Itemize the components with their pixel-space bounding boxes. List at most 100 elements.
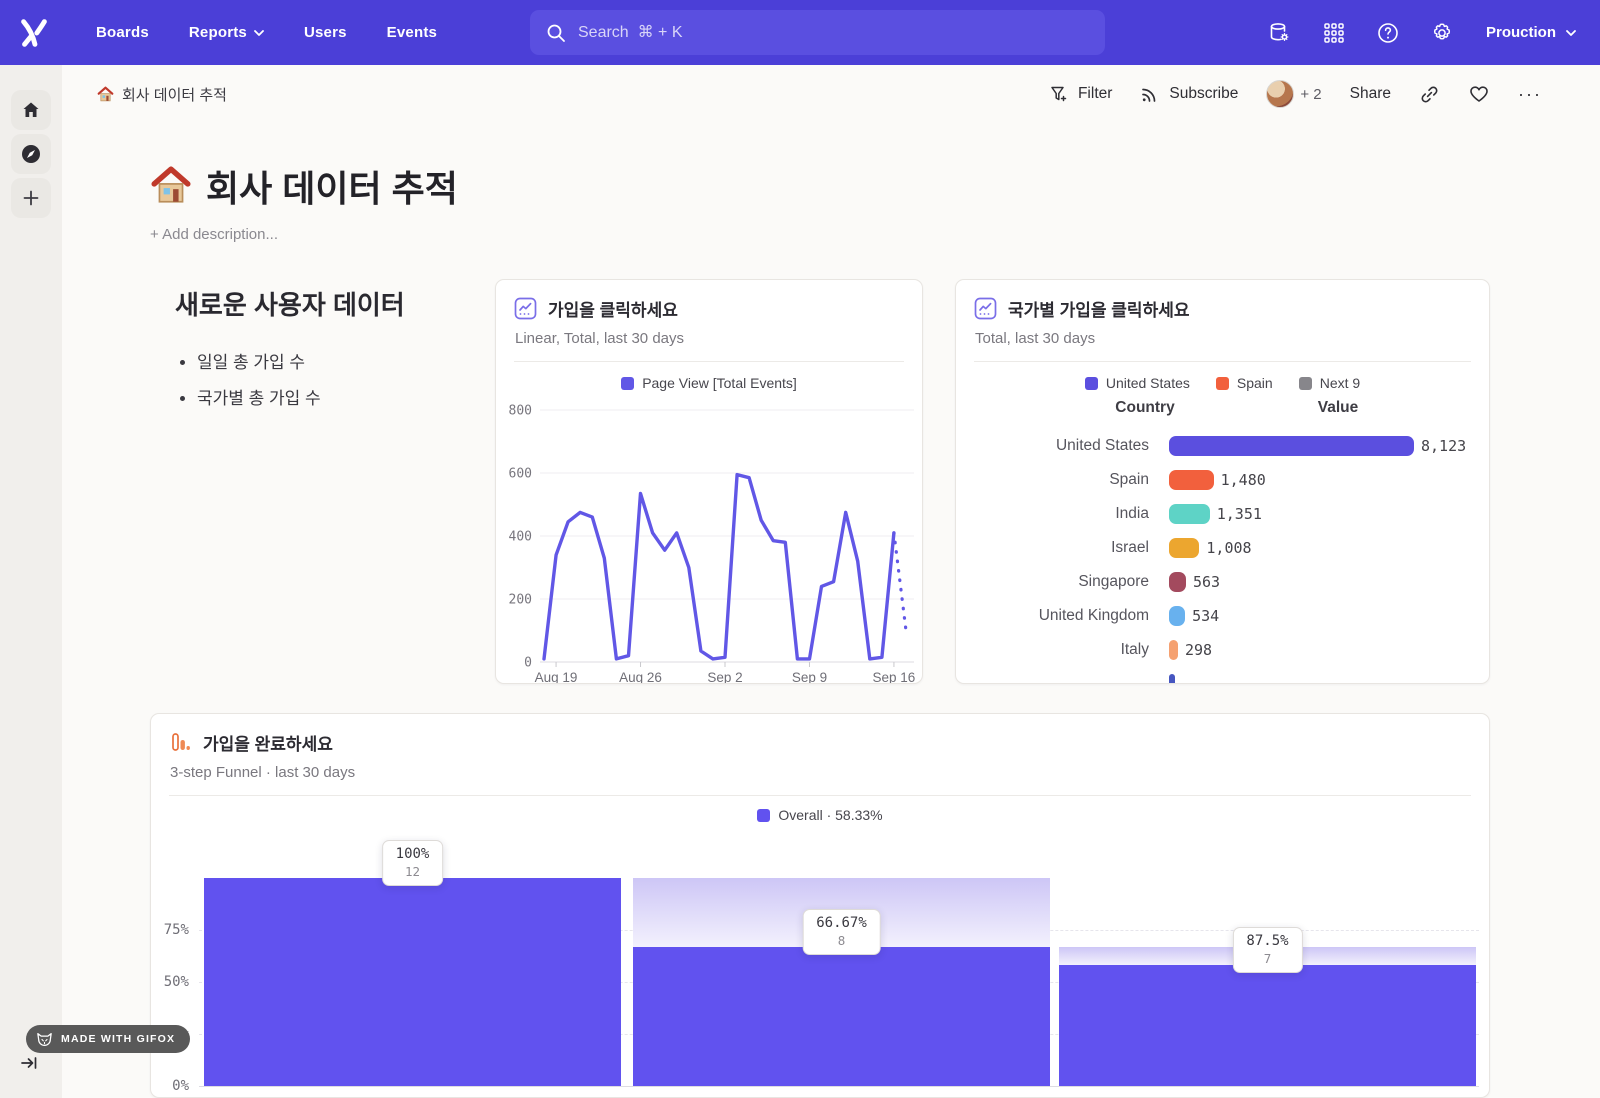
- y-axis-tick: 50%: [163, 974, 189, 990]
- mixpanel-logo-icon: [21, 18, 47, 47]
- nav-item-reports[interactable]: Reports: [173, 14, 280, 51]
- bar-pill: [1169, 572, 1186, 592]
- settings-button[interactable]: [1420, 11, 1464, 55]
- mixpanel-logo[interactable]: [12, 11, 56, 55]
- bar-pill: [1169, 470, 1214, 490]
- filter-label: Filter: [1077, 85, 1113, 102]
- bar-row-value: 8,123: [1421, 437, 1467, 455]
- y-axis-tick: 400: [509, 530, 532, 545]
- line-series: [542, 472, 896, 661]
- funnel-chart-card[interactable]: 가입을 완료하세요 3-step Funnel · last 30 days O…: [150, 713, 1490, 1098]
- bar-row-country: Italy: [1120, 641, 1149, 658]
- page-title-text: 회사 데이터 추적: [206, 168, 458, 209]
- x-axis-tick: Sep 16: [873, 670, 916, 684]
- bar-pill: [1169, 504, 1210, 524]
- divider: [514, 361, 904, 362]
- bar-chart-card[interactable]: 국가별 가입을 클릭하세요 Total, last 30 days United…: [955, 279, 1490, 684]
- line-chart-icon: [514, 297, 537, 320]
- legend-item[interactable]: United States: [1084, 375, 1190, 391]
- compass-icon: [22, 145, 40, 163]
- help-button[interactable]: [1366, 11, 1410, 55]
- board-toolbar: 회사 데이터 추적 Filter Subscribe + 2 Share: [62, 65, 1600, 123]
- project-name: Prouction: [1486, 24, 1556, 41]
- bar-row[interactable]: Singapore 563: [956, 565, 1489, 599]
- search-input[interactable]: [578, 23, 1058, 42]
- text-block: 새로운 사용자 데이터 일일 총 가입 수 국가별 총 가입 수: [175, 285, 475, 420]
- bar-row[interactable]: United Kingdom 534: [956, 599, 1489, 633]
- project-switcher[interactable]: Prouction: [1474, 16, 1588, 49]
- bar-row-value: 1,480: [1220, 471, 1266, 489]
- expand-sidebar-button[interactable]: [20, 1054, 38, 1072]
- breadcrumb[interactable]: 회사 데이터 추적: [97, 84, 227, 105]
- expand-sidebar-icon: [21, 1057, 37, 1069]
- line-chart-card[interactable]: 가입을 클릭하세요 Linear, Total, last 30 days Pa…: [495, 279, 923, 684]
- legend-item[interactable]: Page View [Total Events]: [621, 375, 797, 391]
- card-title[interactable]: 국가별 가입을 클릭하세요: [1008, 301, 1190, 320]
- favorite-button[interactable]: [1468, 83, 1490, 105]
- x-axis-tick: Sep 9: [792, 670, 827, 684]
- collaborators-more: + 2: [1300, 85, 1322, 103]
- nav-item-users[interactable]: Users: [288, 14, 363, 51]
- y-axis-tick: 75%: [163, 922, 189, 938]
- subscribe-button[interactable]: Subscribe: [1140, 84, 1238, 104]
- gifox-badge: MADE WITH GIFOX: [26, 1025, 191, 1053]
- bar-row[interactable]: United States 8,123: [956, 429, 1489, 463]
- bar-row[interactable]: India 1,351: [956, 497, 1489, 531]
- home-button[interactable]: [11, 90, 51, 130]
- legend-item[interactable]: Spain: [1215, 375, 1273, 391]
- bar-row-country: United States: [1055, 437, 1149, 454]
- discover-button[interactable]: [11, 134, 51, 174]
- copy-link-button[interactable]: [1419, 84, 1440, 105]
- page-title: 회사 데이터 추적: [150, 160, 458, 212]
- bar-track: 298: [1169, 640, 1212, 660]
- funnel-bar[interactable]: [1059, 964, 1476, 1086]
- filter-button[interactable]: Filter: [1049, 84, 1112, 104]
- add-description-button[interactable]: + Add description...: [150, 226, 278, 243]
- funnel-bar[interactable]: [633, 947, 1050, 1086]
- funnel-bar[interactable]: [204, 878, 621, 1086]
- collaborators[interactable]: + 2: [1266, 80, 1322, 108]
- apps-grid-button[interactable]: [1312, 11, 1356, 55]
- bar-row[interactable]: Italy 298: [956, 633, 1489, 667]
- funnel-tooltip-pct: 87.5%: [1246, 932, 1289, 949]
- bar-row-value: 1,008: [1206, 539, 1252, 557]
- more-actions-button[interactable]: ···: [1518, 83, 1542, 104]
- fox-icon: [37, 1032, 52, 1046]
- bar-row-value: 298: [1184, 641, 1213, 659]
- breadcrumb-label: 회사 데이터 추적: [122, 86, 227, 104]
- nav-item-boards[interactable]: Boards: [80, 14, 165, 51]
- card-title[interactable]: 가입을 클릭하세요: [548, 301, 678, 320]
- share-button[interactable]: Share: [1350, 85, 1391, 103]
- legend-item[interactable]: Overall · 58.33%: [757, 807, 883, 823]
- bar-row[interactable]: Spain 1,480: [956, 463, 1489, 497]
- add-board-button[interactable]: [11, 178, 51, 218]
- bar-chart-icon: [974, 297, 997, 320]
- avatar: [1266, 80, 1295, 108]
- bar-track: [1169, 674, 1182, 683]
- gear-icon: [1433, 22, 1451, 40]
- x-axis-tick: Aug 19: [535, 670, 578, 684]
- bar-pill: [1169, 538, 1200, 558]
- nav-item-events[interactable]: Events: [371, 14, 453, 51]
- grid-line: [199, 1086, 1479, 1087]
- card-title[interactable]: 가입을 완료하세요: [203, 735, 333, 754]
- x-axis-tick: Aug 26: [619, 670, 662, 684]
- global-search[interactable]: [530, 10, 1105, 55]
- nav-item-label: Events: [386, 24, 438, 41]
- home-icon: [23, 102, 39, 117]
- bar-row[interactable]: Israel 1,008: [956, 531, 1489, 565]
- bar-row[interactable]: [956, 667, 1489, 683]
- legend-swatch: [1298, 376, 1312, 390]
- bar-row-country: Spain: [1109, 471, 1149, 488]
- subscribe-label: Subscribe: [1169, 85, 1239, 102]
- bar-track: 1,351: [1169, 504, 1262, 524]
- bar-row-value: 1,351: [1216, 505, 1262, 523]
- legend-label: United States: [1105, 375, 1190, 391]
- legend-item[interactable]: Next 9: [1298, 375, 1360, 391]
- card-subtitle: Linear, Total, last 30 days: [515, 330, 684, 347]
- funnel-tooltip: 100% 12: [381, 840, 444, 886]
- y-axis-tick: 0%: [172, 1078, 189, 1094]
- house-emoji: [151, 166, 191, 203]
- data-management-button[interactable]: [1258, 11, 1302, 55]
